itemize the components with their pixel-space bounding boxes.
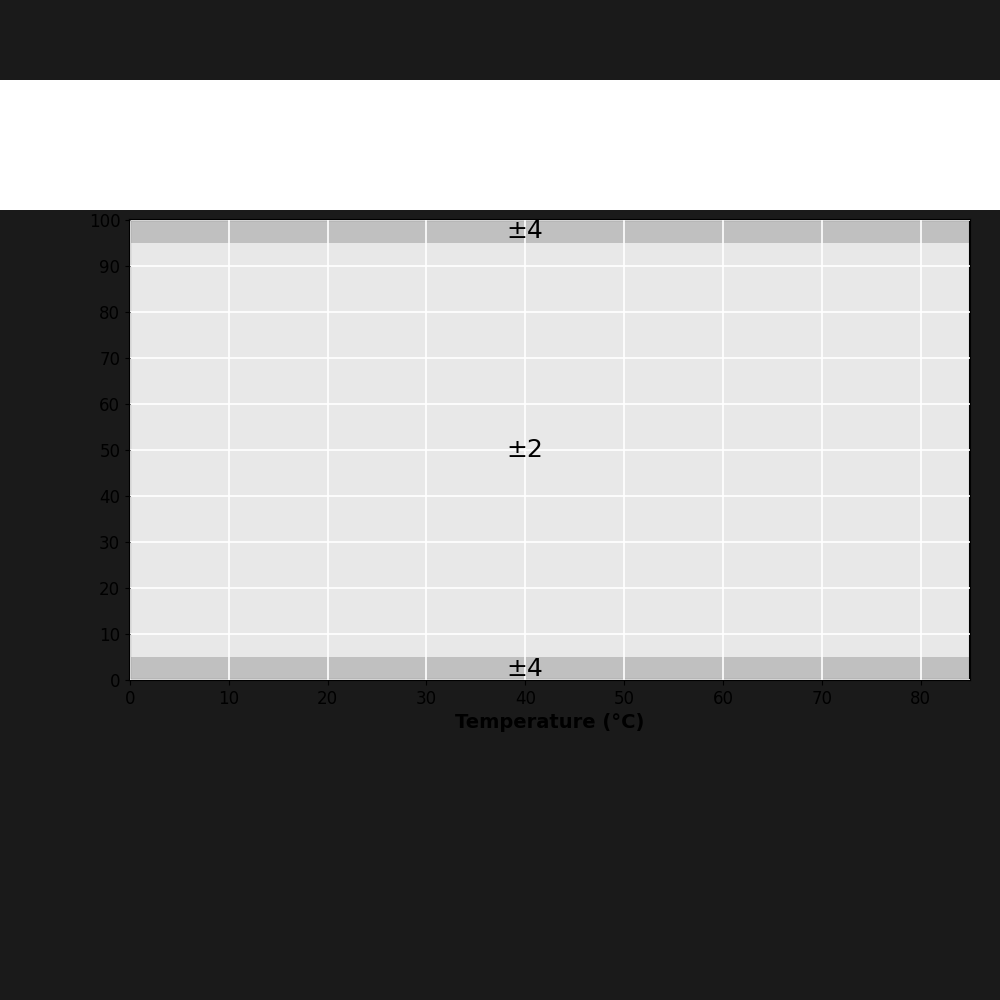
Text: RH (%RH): RH (%RH) [30, 162, 119, 180]
Bar [130, 220, 970, 243]
Text: ±4: ±4 [507, 220, 544, 243]
Text: ±4: ±4 [507, 656, 544, 680]
Text: ±2: ±2 [507, 438, 544, 462]
Bar [130, 657, 970, 680]
X-axis label: Temperature (°C): Temperature (°C) [455, 713, 645, 732]
